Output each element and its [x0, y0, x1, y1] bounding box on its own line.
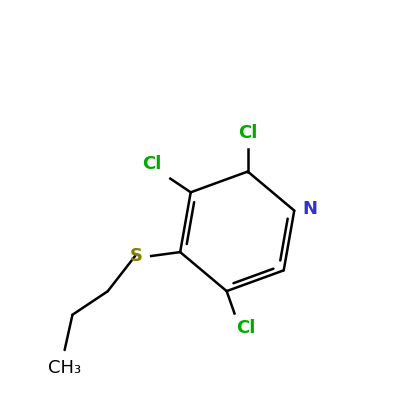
- Text: S: S: [130, 247, 143, 265]
- Text: Cl: Cl: [142, 155, 161, 173]
- Text: CH₃: CH₃: [48, 359, 81, 377]
- Text: Cl: Cl: [236, 319, 256, 337]
- Text: Cl: Cl: [238, 124, 258, 142]
- Text: N: N: [303, 200, 318, 218]
